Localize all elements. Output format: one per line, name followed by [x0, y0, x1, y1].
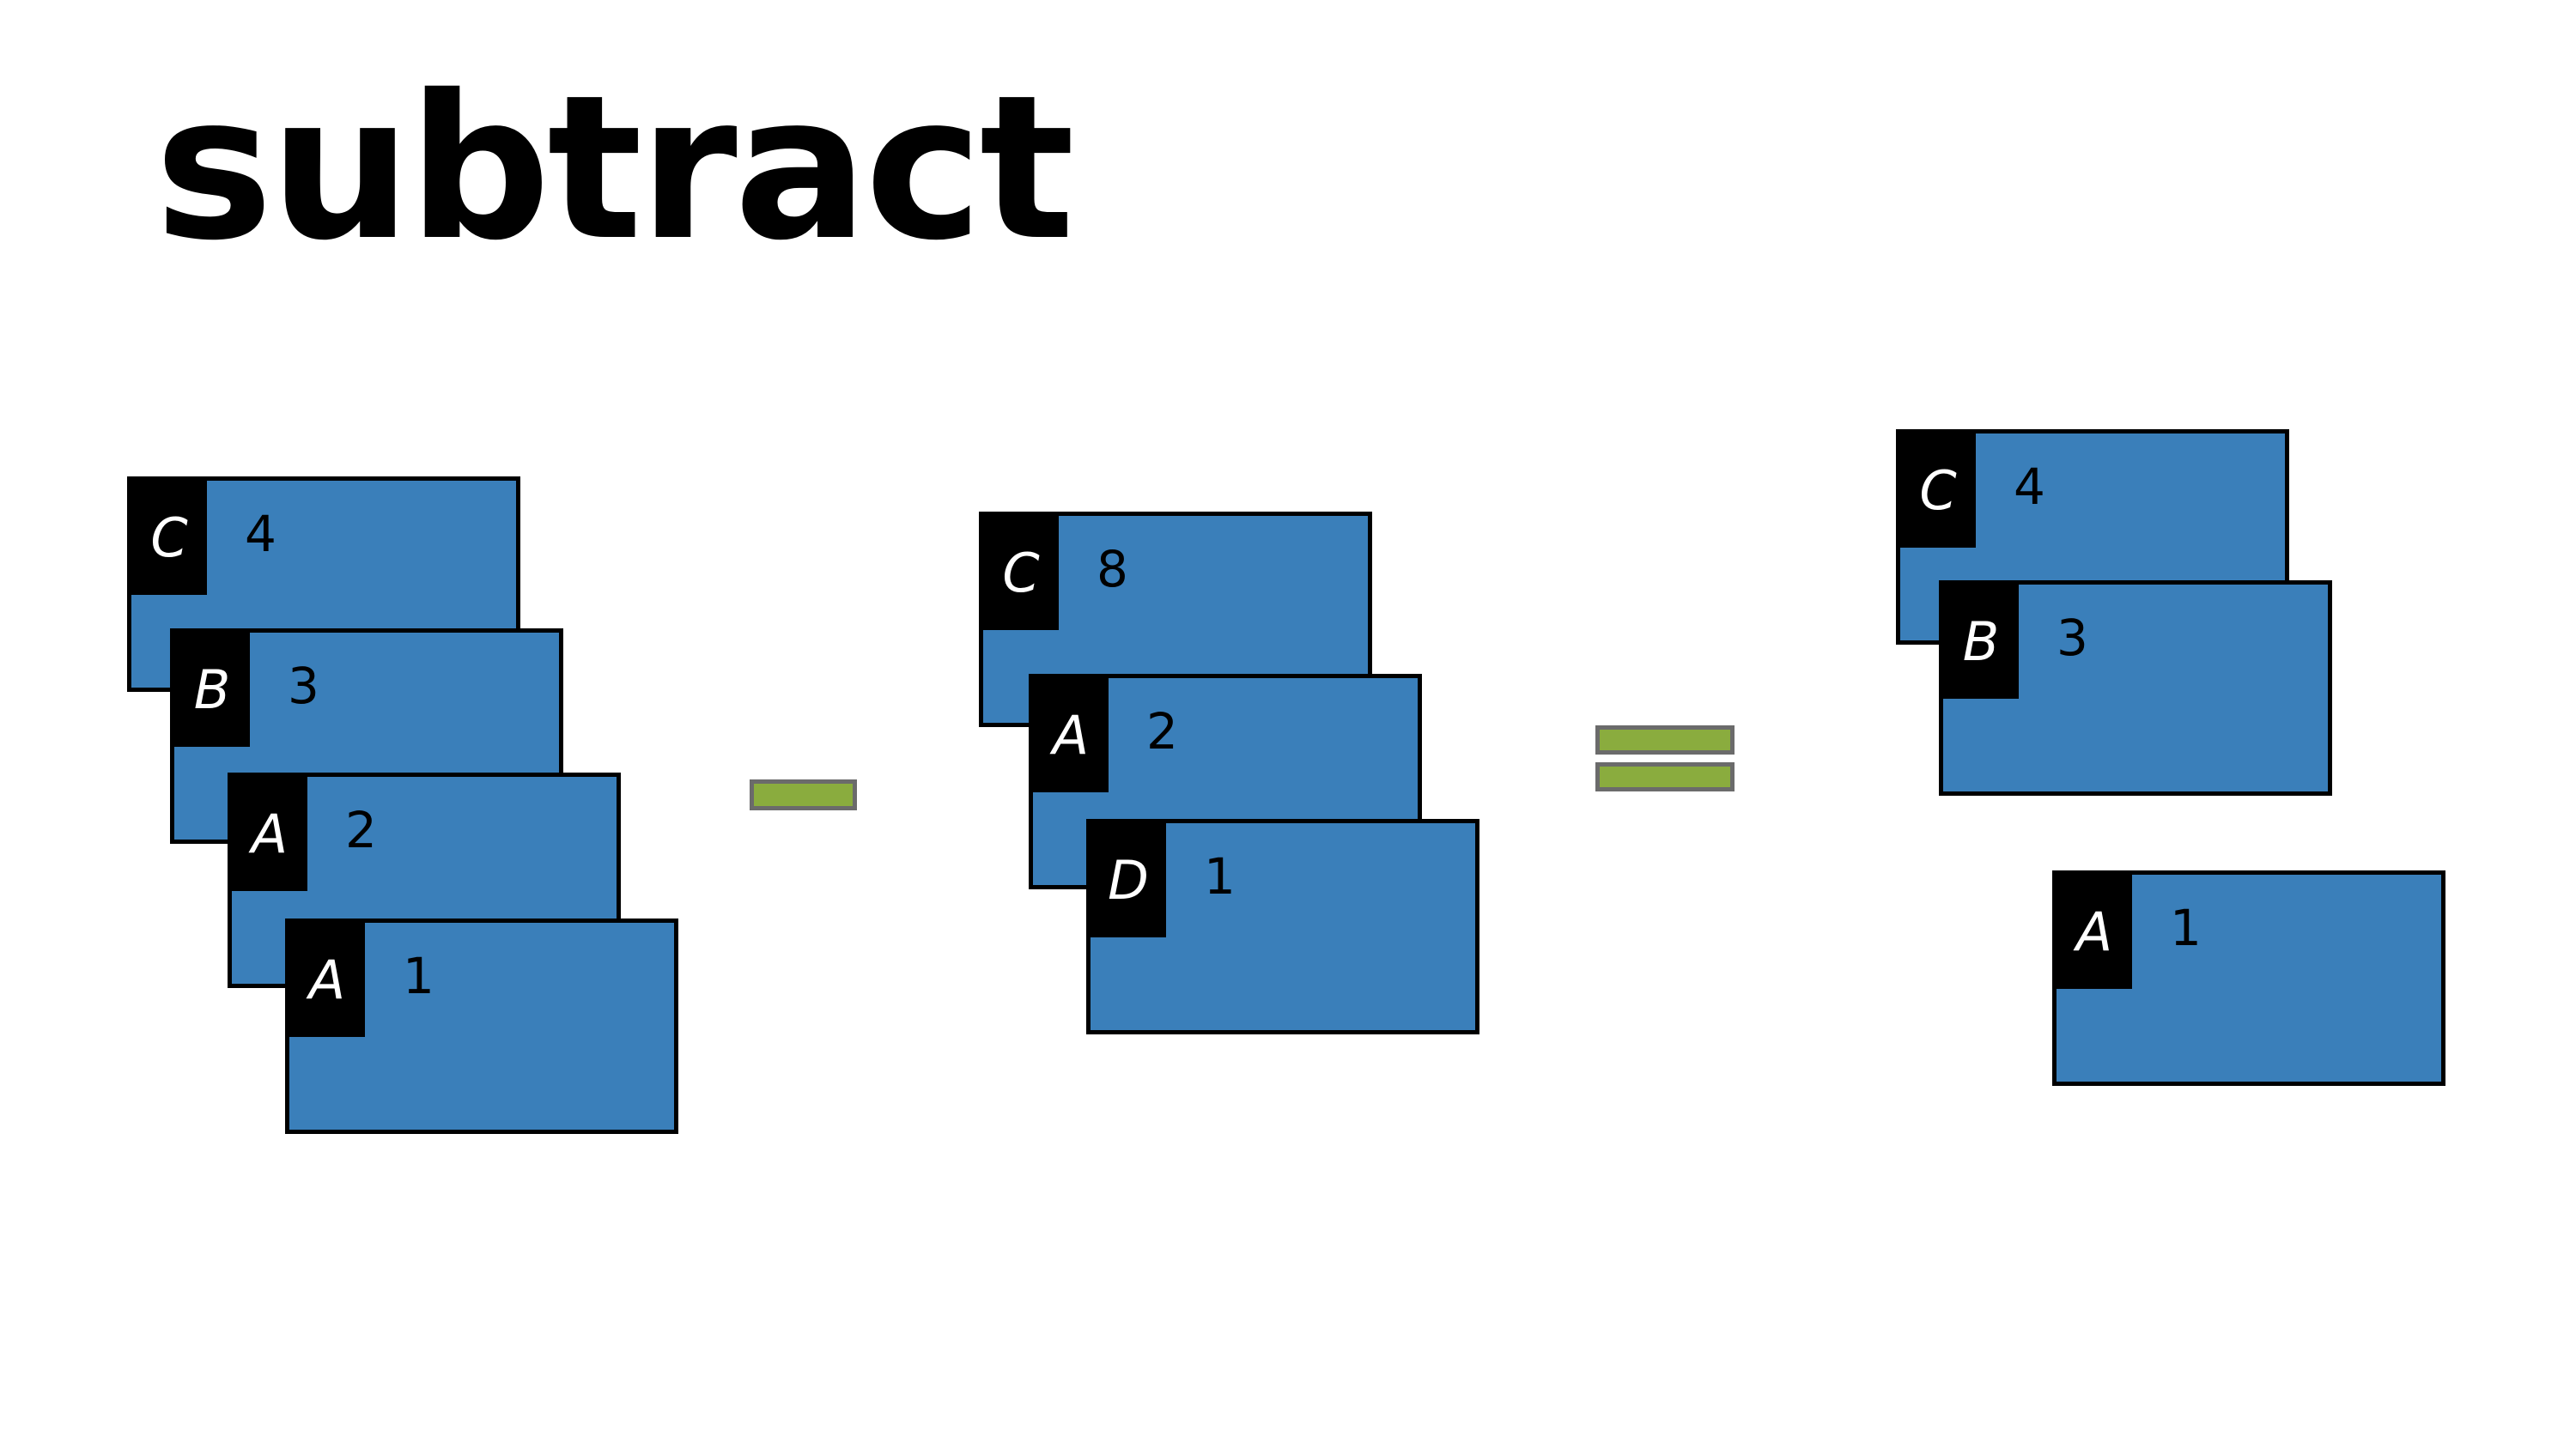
record-value: 1 — [1204, 847, 1236, 906]
record-value: 1 — [403, 947, 434, 1005]
record-key: A — [232, 777, 307, 891]
equals-bar-bottom — [1595, 762, 1735, 791]
record-key: B — [1943, 585, 2019, 699]
record-value: 4 — [2014, 458, 2045, 516]
record-key: D — [1091, 823, 1166, 937]
equals-bar-top — [1595, 725, 1735, 755]
page-title: subtract — [155, 52, 1075, 284]
record-card: A 1 — [285, 919, 678, 1134]
record-value: 2 — [345, 801, 377, 859]
record-card: D 1 — [1086, 819, 1479, 1034]
record-value: 3 — [2057, 609, 2088, 667]
record-value: 3 — [288, 657, 319, 715]
record-value: 1 — [2170, 899, 2202, 957]
minus-sign-icon — [750, 779, 857, 810]
record-key: A — [289, 923, 365, 1037]
record-key: C — [1900, 433, 1976, 548]
record-key: B — [174, 633, 250, 747]
record-key: A — [1033, 678, 1109, 792]
record-key: C — [983, 516, 1059, 630]
record-value: 8 — [1097, 540, 1128, 598]
record-card: A 1 — [2052, 870, 2445, 1086]
record-card: B 3 — [1939, 580, 2332, 796]
record-value: 4 — [245, 505, 276, 563]
record-key: C — [131, 481, 207, 595]
record-key: A — [2057, 875, 2132, 989]
record-value: 2 — [1146, 702, 1178, 761]
